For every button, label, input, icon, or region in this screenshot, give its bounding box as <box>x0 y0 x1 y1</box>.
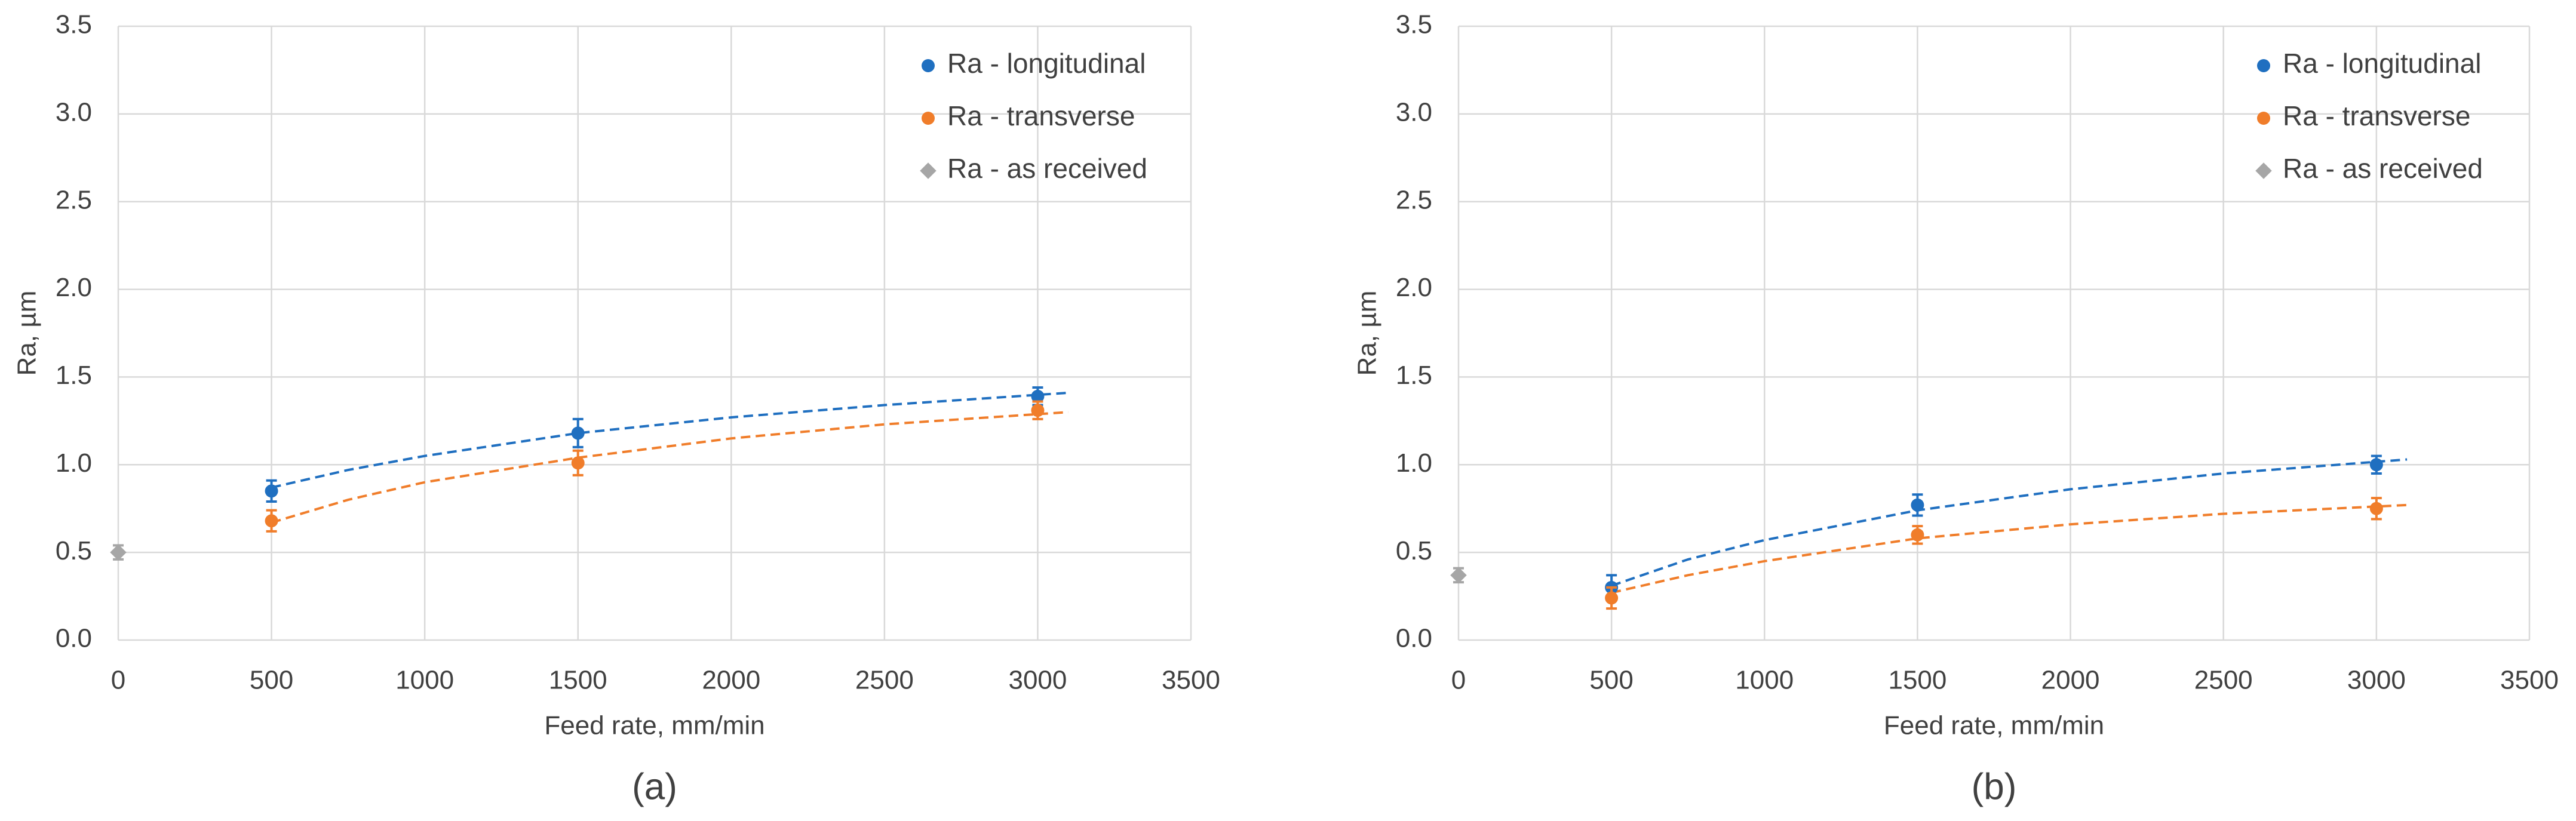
chart: 0.0 0.5 1.0 1.5 2.0 2.5 3.0 3.5 0 500 1000 1500 2000… <box>1353 10 2559 808</box>
marker <box>1911 498 1924 512</box>
y-tick-label: 0.0 <box>1396 624 1432 653</box>
marker <box>571 426 585 440</box>
trendline <box>271 411 1069 524</box>
x-tick-label: 3000 <box>1008 666 1067 695</box>
x-tick-label: 2000 <box>2041 666 2100 695</box>
y-tick-label: 3.0 <box>56 97 92 127</box>
x-tick-label: 2000 <box>702 666 760 695</box>
legend-label: Ra - longitudinal <box>947 48 1146 79</box>
y-tick-label: 2.0 <box>1396 273 1432 302</box>
x-tick-label: 0 <box>111 666 125 695</box>
marker <box>110 544 127 561</box>
legend-marker <box>922 112 935 125</box>
chart: 0.0 0.5 1.0 1.5 2.0 2.5 3.0 3.5 0 500 1000 1500 2000… <box>13 10 1220 808</box>
legend-label: Ra - transverse <box>947 100 1135 131</box>
x-tick-label: 3500 <box>2500 666 2559 695</box>
y-tick-label: 2.5 <box>1396 185 1432 214</box>
x-tick-label: 2500 <box>855 666 914 695</box>
x-tick-label: 1000 <box>395 666 454 695</box>
legend-marker <box>2255 162 2272 179</box>
x-tick-label: 3000 <box>2347 666 2406 695</box>
caption: (b) <box>1972 766 2017 807</box>
y-tick-label: 1.0 <box>56 448 92 478</box>
legend-label: Ra - longitudinal <box>2283 48 2481 79</box>
marker <box>1605 591 1619 605</box>
x-axis-title: Feed rate, mm/min <box>544 711 764 740</box>
y-tick-label: 3.5 <box>56 10 92 39</box>
y-tick-label: 0.5 <box>1396 536 1432 565</box>
x-tick-label: 500 <box>250 666 293 695</box>
y-tick-label: 1.5 <box>1396 361 1432 390</box>
marker <box>1031 389 1045 403</box>
legend-marker <box>920 162 937 179</box>
y-tick-label: 1.0 <box>1396 448 1432 478</box>
marker <box>2369 458 2383 472</box>
x-tick-label: 2500 <box>2194 666 2253 695</box>
legend-label: Ra - as received <box>947 153 1147 184</box>
y-tick-label: 2.5 <box>56 185 92 214</box>
marker <box>1911 528 1924 542</box>
marker <box>265 514 278 528</box>
marker <box>571 456 585 470</box>
legend-label: Ra - as received <box>2283 153 2483 184</box>
legend-marker <box>922 59 935 72</box>
x-tick-label: 3500 <box>1162 666 1220 695</box>
y-axis-title: Ra, µm <box>1353 291 1382 376</box>
x-tick-label: 500 <box>1589 666 1633 695</box>
y-tick-label: 0.0 <box>56 624 92 653</box>
y-tick-label: 3.0 <box>1396 97 1432 127</box>
y-tick-label: 3.5 <box>1396 10 1432 39</box>
marker <box>1450 567 1467 584</box>
y-tick-label: 1.5 <box>56 361 92 390</box>
legend-marker <box>2257 59 2270 72</box>
x-tick-label: 1500 <box>549 666 607 695</box>
x-tick-label: 1500 <box>1888 666 1946 695</box>
x-tick-label: 0 <box>1451 666 1466 695</box>
legend-marker <box>2257 112 2270 125</box>
y-tick-label: 2.0 <box>56 273 92 302</box>
legend-label: Ra - transverse <box>2283 100 2470 131</box>
trendline <box>271 391 1069 489</box>
y-axis-title: Ra, µm <box>13 291 42 376</box>
marker <box>1031 404 1045 417</box>
x-tick-label: 1000 <box>1735 666 1794 695</box>
marker <box>265 484 278 498</box>
marker <box>2369 502 2383 515</box>
caption: (a) <box>632 766 677 807</box>
x-axis-title: Feed rate, mm/min <box>1884 711 2104 740</box>
trendline <box>1611 503 2408 594</box>
y-tick-label: 0.5 <box>56 536 92 565</box>
